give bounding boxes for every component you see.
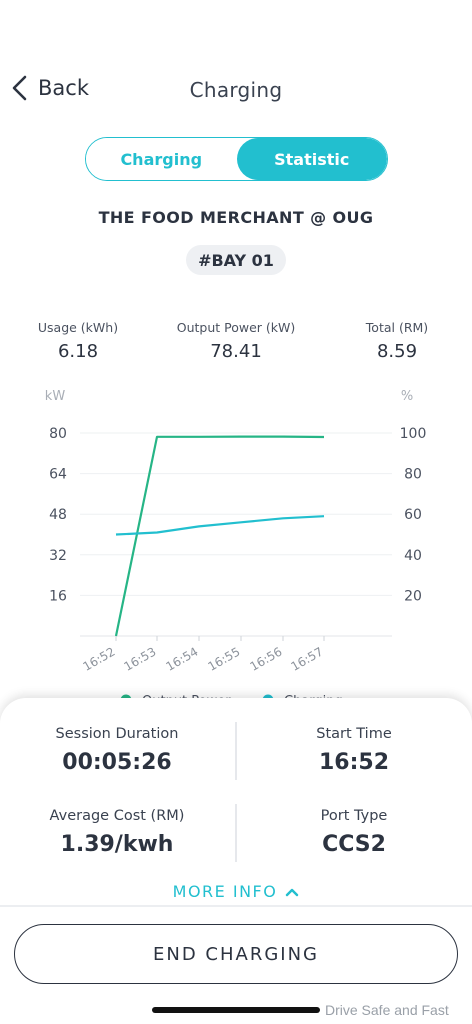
page-title: Charging [189,78,283,102]
x-tick-label: 16:57 [289,644,326,673]
start-time-value: 16:52 [318,750,390,775]
stat-total-value: 8.59 [376,341,418,362]
x-tick-label: 16:56 [248,644,285,673]
x-tick-label: 16:55 [206,644,243,673]
divider [0,905,472,907]
series-line-output-power [114,435,325,637]
watermark-text: Drive Safe and Fast [325,1002,449,1018]
y-right-tick-label: 20 [404,588,422,604]
y-left-unit-label: kW [45,389,66,404]
x-tick-label: 16:54 [164,644,201,673]
view-toggle: Charging Statistic [85,137,388,181]
x-tick-label: 16:52 [81,644,118,673]
tab-statistic[interactable]: Statistic [236,138,387,180]
station-name: THE FOOD MERCHANT @ OUG [98,208,374,227]
bay-badge: #BAY 01 [186,245,286,275]
chevron-up-icon [286,888,299,896]
y-left-tick-label: 64 [49,467,67,483]
y-right-tick-label: 100 [400,426,427,442]
stats-row: Usage (kWh) 6.18 Output Power (kW) 78.41… [0,320,472,370]
chevron-left-icon [12,75,27,101]
average-cost: Average Cost (RM) 1.39/kwh [17,808,217,857]
more-info-label: MORE INFO [172,882,278,901]
port-type-value: CCS2 [322,832,386,857]
y-left-tick-label: 48 [49,507,67,523]
y-right-tick-label: 60 [404,507,422,523]
session-duration-value: 00:05:26 [62,750,172,775]
tab-charging[interactable]: Charging [86,138,237,180]
divider [235,722,237,780]
y-left-tick-label: 32 [49,548,67,564]
session-duration: Session Duration 00:05:26 [17,726,217,775]
y-left-tick-label: 80 [49,426,67,442]
back-button[interactable]: Back [10,74,89,102]
y-left-tick-label: 16 [49,588,67,604]
average-cost-label: Average Cost (RM) [49,808,185,824]
average-cost-value: 1.39/kwh [60,832,174,857]
stat-output-power-value: 78.41 [210,341,262,362]
start-time-label: Start Time [316,726,392,742]
start-time: Start Time 16:52 [254,726,454,775]
y-right-tick-label: 40 [404,548,422,564]
stat-output-power-label: Output Power (kW) [176,320,296,335]
nav-bar: Back Charging [0,70,472,112]
stat-total-label: Total (RM) [365,320,429,335]
y-right-unit-label: % [401,389,413,404]
stat-output-power: Output Power (kW) 78.41 [166,320,306,362]
home-indicator[interactable] [152,1007,320,1013]
divider [235,804,237,862]
stat-usage: Usage (kWh) 6.18 [30,320,126,362]
port-type-label: Port Type [320,808,388,824]
session-card: Session Duration 00:05:26 Start Time 16:… [0,698,472,1024]
y-right-tick-label: 80 [404,467,422,483]
back-label: Back [38,76,89,100]
end-charging-button[interactable]: END CHARGING [14,924,458,984]
port-type: Port Type CCS2 [254,808,454,857]
series-line-charging [115,515,325,536]
session-duration-label: Session Duration [55,726,179,742]
stat-usage-label: Usage (kWh) [37,320,119,335]
x-tick-label: 16:53 [122,644,159,673]
stat-usage-value: 6.18 [57,341,99,362]
more-info-button[interactable]: MORE INFO [0,882,472,901]
stat-total: Total (RM) 8.59 [352,320,442,362]
